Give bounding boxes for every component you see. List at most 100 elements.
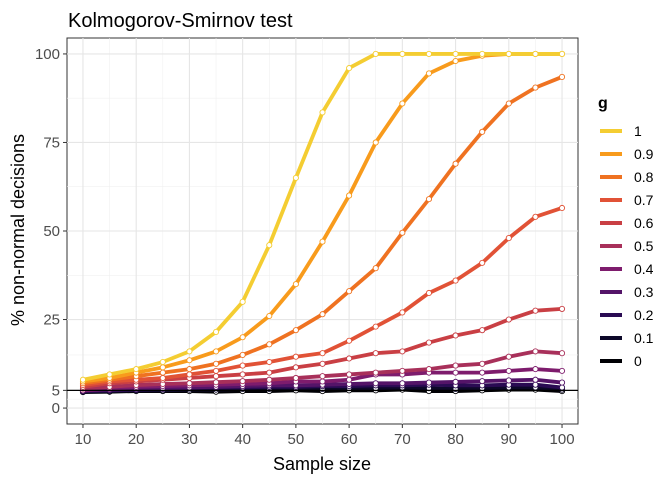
data-point (346, 355, 353, 362)
data-point (505, 367, 512, 374)
y-tick-label: 100 (35, 46, 60, 63)
data-point (479, 50, 486, 57)
legend-label: 0.8 (634, 169, 654, 185)
data-point (399, 50, 406, 57)
legend-label: 0.7 (634, 192, 654, 208)
legend-label: 0.1 (634, 330, 654, 346)
y-axis: 05 25 50 75 100 (35, 46, 67, 417)
data-point (186, 371, 193, 378)
y-tick-label: 5 (52, 382, 60, 399)
data-point (346, 371, 353, 378)
x-axis: 10 20 30 40 50 60 70 80 90 100 (75, 424, 575, 448)
data-point (372, 265, 379, 272)
chart-title: Kolmogorov-Smirnov test (68, 10, 293, 32)
data-point (212, 367, 220, 374)
data-point (239, 378, 246, 385)
data-point (425, 50, 433, 57)
data-point (346, 288, 353, 295)
data-point (452, 57, 459, 65)
data-point (186, 357, 193, 364)
data-point (532, 307, 539, 314)
data-point (425, 339, 433, 346)
x-tick-label: 100 (550, 431, 575, 448)
legend-label: 0.5 (634, 238, 654, 254)
data-point (399, 309, 406, 316)
series-g-0.7 (79, 204, 566, 389)
legend-item-g-0: 0 (600, 353, 642, 369)
data-point (159, 374, 166, 382)
data-point (532, 348, 539, 355)
data-point (558, 204, 566, 212)
data-point (479, 327, 486, 334)
y-tick-label: 0 (52, 400, 60, 417)
data-point (212, 348, 220, 355)
x-tick-label: 20 (128, 431, 145, 448)
data-point (372, 139, 379, 146)
data-point (266, 369, 273, 376)
data-point (319, 373, 326, 380)
data-point (558, 367, 566, 374)
legend-item-g-0.8: 0.8 (600, 169, 654, 185)
data-point (425, 289, 433, 297)
legend-item-g-0.4: 0.4 (600, 261, 654, 277)
legend-label: 0.3 (634, 284, 654, 300)
y-axis-title: % non-normal decisions (8, 134, 28, 326)
x-tick-label: 90 (500, 431, 517, 448)
x-tick-label: 80 (447, 431, 464, 448)
series-g-0.5 (79, 348, 566, 392)
legend-item-g-0.9: 0.9 (600, 146, 654, 162)
data-point (505, 316, 512, 323)
data-point (319, 378, 326, 385)
data-point (266, 341, 273, 348)
data-point (239, 371, 246, 378)
data-point (292, 364, 299, 371)
legend-label: 0.2 (634, 307, 654, 323)
data-point (346, 337, 353, 344)
data-point (159, 364, 166, 371)
data-point (372, 380, 379, 387)
data-point (239, 298, 246, 305)
data-point (186, 366, 193, 373)
x-tick-label: 40 (234, 431, 251, 448)
data-point (319, 350, 326, 357)
legend-item-g-0.3: 0.3 (600, 284, 654, 300)
y-tick-label: 75 (43, 134, 60, 151)
data-point (266, 358, 273, 366)
data-point (425, 379, 433, 386)
data-point (212, 328, 220, 335)
data-point (266, 376, 273, 383)
data-point (319, 360, 326, 367)
data-point (319, 311, 326, 318)
x-axis-title: Sample size (273, 454, 371, 474)
data-point (425, 196, 433, 203)
data-point (212, 360, 220, 367)
data-point (452, 369, 459, 376)
data-point (212, 373, 220, 380)
y-tick-label: 50 (43, 223, 60, 240)
data-point (372, 350, 379, 357)
legend-item-g-0.6: 0.6 (600, 215, 654, 231)
x-tick-label: 10 (75, 431, 92, 448)
data-point (346, 376, 353, 383)
data-point (399, 100, 406, 107)
data-point (319, 238, 326, 245)
data-point (505, 353, 512, 360)
data-point (186, 348, 193, 355)
data-point (558, 50, 566, 57)
data-point (106, 371, 113, 378)
legend-label: 0.6 (634, 215, 654, 231)
data-point (266, 312, 273, 320)
plot-panel (66, 37, 579, 425)
data-point (479, 369, 486, 376)
data-point (372, 50, 379, 57)
legend-items: 1 0.9 0.8 0.7 0.6 0.5 0.4 0.3 0.2 0.1 0 (600, 123, 654, 369)
data-point (79, 376, 87, 383)
data-point (292, 327, 299, 334)
data-point (292, 353, 299, 360)
data-point (186, 380, 193, 387)
data-point (319, 109, 326, 116)
x-tick-label: 60 (341, 431, 358, 448)
legend-item-g-0.1: 0.1 (600, 330, 654, 346)
data-point (558, 350, 566, 357)
data-point (399, 367, 406, 374)
